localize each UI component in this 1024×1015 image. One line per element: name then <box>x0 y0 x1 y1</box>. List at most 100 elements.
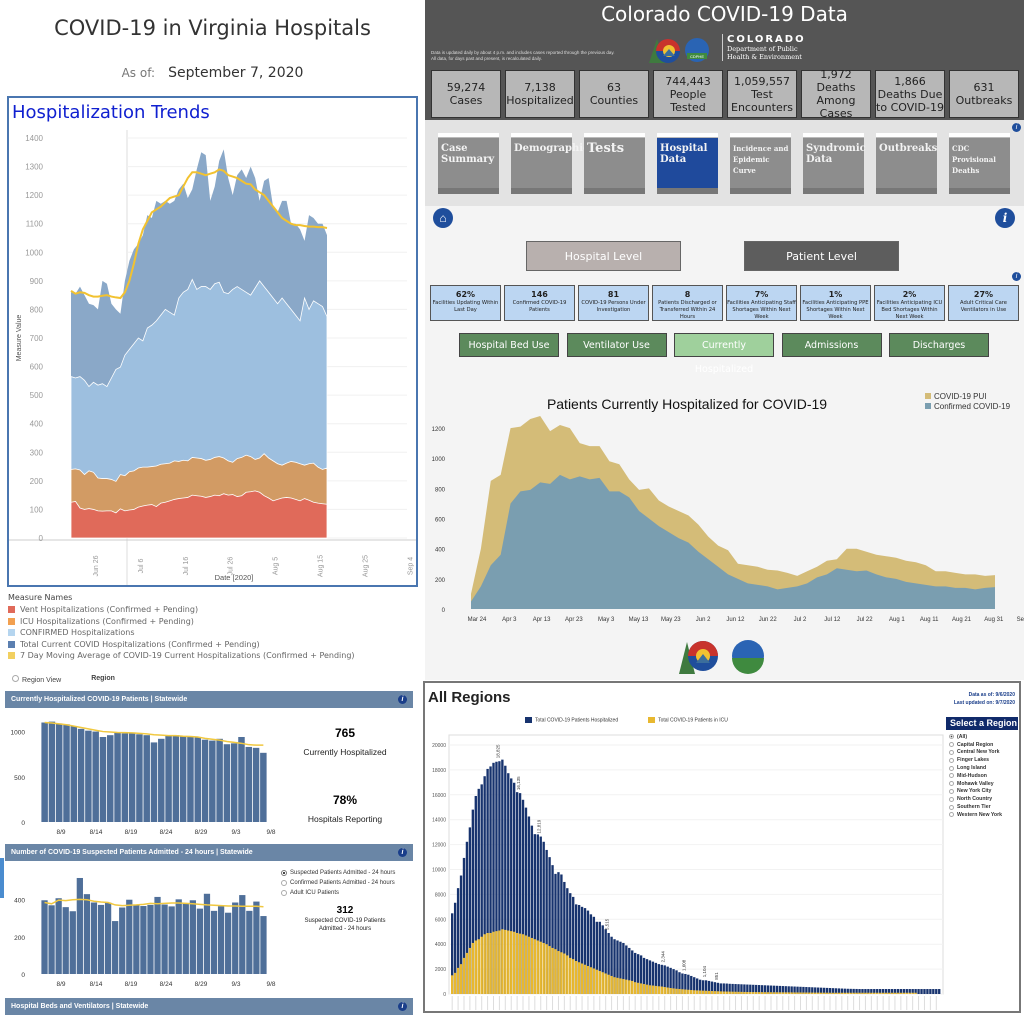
info-icon[interactable]: i <box>398 848 407 857</box>
icu-bar <box>601 972 604 994</box>
hospitalized-bar <box>645 959 649 994</box>
radio-suspected[interactable]: Suspected Patients Admitted - 24 hours <box>281 868 395 878</box>
region-option[interactable]: New York City <box>949 788 1002 796</box>
bar <box>133 904 140 974</box>
x-axis-label: Date [2020] <box>215 573 254 582</box>
region-option[interactable]: North Country <box>949 795 1002 803</box>
dashboard-tile[interactable]: CDC Provisional Deaths <box>949 133 1010 194</box>
cdphe-wordmark: COLORADO Department of Public Health & E… <box>722 34 806 61</box>
admitted-metric-radio-group: Suspected Patients Admitted - 24 hours C… <box>281 868 395 898</box>
region-view-radio[interactable]: Region View <box>12 675 61 684</box>
hospitalized-bar <box>926 989 929 994</box>
tab-currently-hospitalized[interactable]: Currently Hospitalized <box>674 333 774 375</box>
stat-card: 1,866 Deaths Due to COVID-19 <box>875 70 945 118</box>
hospitalized-bar <box>604 929 607 994</box>
kpi-value: 1% <box>828 290 843 299</box>
icu-bar <box>471 942 475 994</box>
radio-label: Suspected Patients Admitted - 24 hours <box>290 870 396 876</box>
hospitals-reporting-value: 78% <box>332 793 358 807</box>
icu-bar <box>548 946 551 994</box>
dashboard-tile[interactable]: Hospital Data <box>657 133 718 194</box>
hospitalized-bar <box>610 936 613 994</box>
hospitalized-bar <box>580 906 584 994</box>
kpi-value: 62% <box>455 290 476 299</box>
suspected-admitted-value: 312 <box>336 905 354 916</box>
bar <box>92 731 99 822</box>
region-option[interactable]: Central New York <box>949 749 1002 757</box>
legend-item-vent[interactable]: Vent Hospitalizations (Confirmed + Pendi… <box>8 604 355 616</box>
legend-item-icu[interactable]: Total COVID-19 Patients in ICU <box>648 717 728 723</box>
region-label: Mohawk Valley <box>957 780 994 787</box>
hospitalized-bar <box>728 983 731 994</box>
ny-regions-bar-chart: 0 2000 4000 6000 8000 10000 12000 14000 16000 180… <box>432 734 944 1010</box>
hospitalized-bar <box>560 874 563 994</box>
bar <box>217 906 225 974</box>
x-tick-label: 9/3 <box>231 981 240 988</box>
info-icon[interactable]: i <box>398 1002 407 1011</box>
legend-item-total[interactable]: Total Current COVID Hospitalizations (Co… <box>8 639 355 651</box>
region-option[interactable]: Mohawk Valley <box>949 780 1002 788</box>
kpi-value: 27% <box>973 290 994 299</box>
icu-bar <box>681 989 684 994</box>
kpi-label: Facilities Anticipating ICU Bed Shortage… <box>876 300 943 320</box>
dashboard-tile[interactable]: Syndromic Data <box>803 133 866 194</box>
icu-bar <box>766 992 770 994</box>
dashboard-tile[interactable]: Demographics <box>511 133 595 194</box>
dashboard-tile[interactable]: Outbreaks <box>876 133 937 194</box>
region-option[interactable]: Long Island <box>949 764 1002 772</box>
icu-bar <box>604 973 607 994</box>
bar <box>41 900 48 974</box>
dashboard-tile[interactable]: Incidence and Epidemic Curve <box>730 133 791 194</box>
tab-hospital-bed-use[interactable]: Hospital Bed Use <box>459 333 559 357</box>
icu-bar <box>521 934 525 994</box>
y-tick-label: 200 <box>30 477 44 486</box>
region-option[interactable]: Southern Tier <box>949 803 1002 811</box>
tile-label: Hospital Data <box>660 143 708 165</box>
home-button[interactable]: ⌂ <box>433 208 453 228</box>
icu-bar <box>616 977 619 994</box>
legend-item-confirmed[interactable]: CONFIRMED Hospitalizations <box>8 627 355 639</box>
bar <box>172 735 180 822</box>
stat-label: Deaths Among Cases <box>816 81 856 120</box>
info-button[interactable]: i <box>995 208 1015 228</box>
legend-item-icu[interactable]: ICU Hospitalizations (Confirmed + Pendin… <box>8 616 355 628</box>
info-icon[interactable]: i <box>1012 272 1021 281</box>
dashboard-tile[interactable]: Tests <box>584 133 645 194</box>
info-icon[interactable]: i <box>398 695 407 704</box>
bar <box>62 907 69 974</box>
dashboard-tile[interactable]: Case Summary <box>438 133 499 194</box>
region-option[interactable]: Capital Region <box>949 741 1002 749</box>
icu-bar <box>592 968 596 994</box>
hospitalized-bar <box>459 875 463 994</box>
icu-bar <box>905 992 908 994</box>
legend-item-hospitalized[interactable]: Total COVID-19 Patients Hospitalized <box>525 717 618 723</box>
legend-swatch <box>8 617 15 625</box>
radio-adult-icu[interactable]: Adult ICU Patients <box>281 888 395 898</box>
info-icon[interactable]: i <box>1012 123 1021 132</box>
radio-confirmed[interactable]: Confirmed Patients Admitted - 24 hours <box>281 878 395 888</box>
legend-item-moving-average[interactable]: 7 Day Moving Average of COVID-19 Current… <box>8 650 355 662</box>
hospitalized-bar <box>504 765 507 994</box>
legend-swatch-confirmed <box>925 403 931 409</box>
hospitalized-bar <box>896 989 900 994</box>
bar <box>107 735 114 822</box>
hospitalized-bar <box>563 881 566 994</box>
tab-discharges[interactable]: Discharges <box>889 333 989 357</box>
x-tick-label: Aug 25 <box>362 555 369 577</box>
hospitalized-bar <box>805 987 808 994</box>
tab-admissions[interactable]: Admissions <box>781 333 882 357</box>
patient-level-button[interactable]: Patient Level <box>744 241 899 271</box>
region-option[interactable]: Mid-Hudson <box>949 772 1002 780</box>
bar <box>187 736 194 822</box>
hospital-level-button[interactable]: Hospital Level <box>526 241 681 271</box>
icu-bar <box>518 933 522 994</box>
region-option[interactable]: Western New York <box>949 811 1002 819</box>
tab-ventilator-use[interactable]: Ventilator Use <box>566 333 667 357</box>
region-option[interactable]: Finger Lakes <box>949 756 1002 764</box>
icu-bar <box>763 992 767 994</box>
hospitalized-bar <box>456 888 460 994</box>
region-option[interactable]: (All) <box>949 733 1002 741</box>
icu-bar <box>501 929 504 994</box>
info-icon: i <box>1002 211 1008 225</box>
panel-title: Hospitalization Trends <box>12 102 210 123</box>
